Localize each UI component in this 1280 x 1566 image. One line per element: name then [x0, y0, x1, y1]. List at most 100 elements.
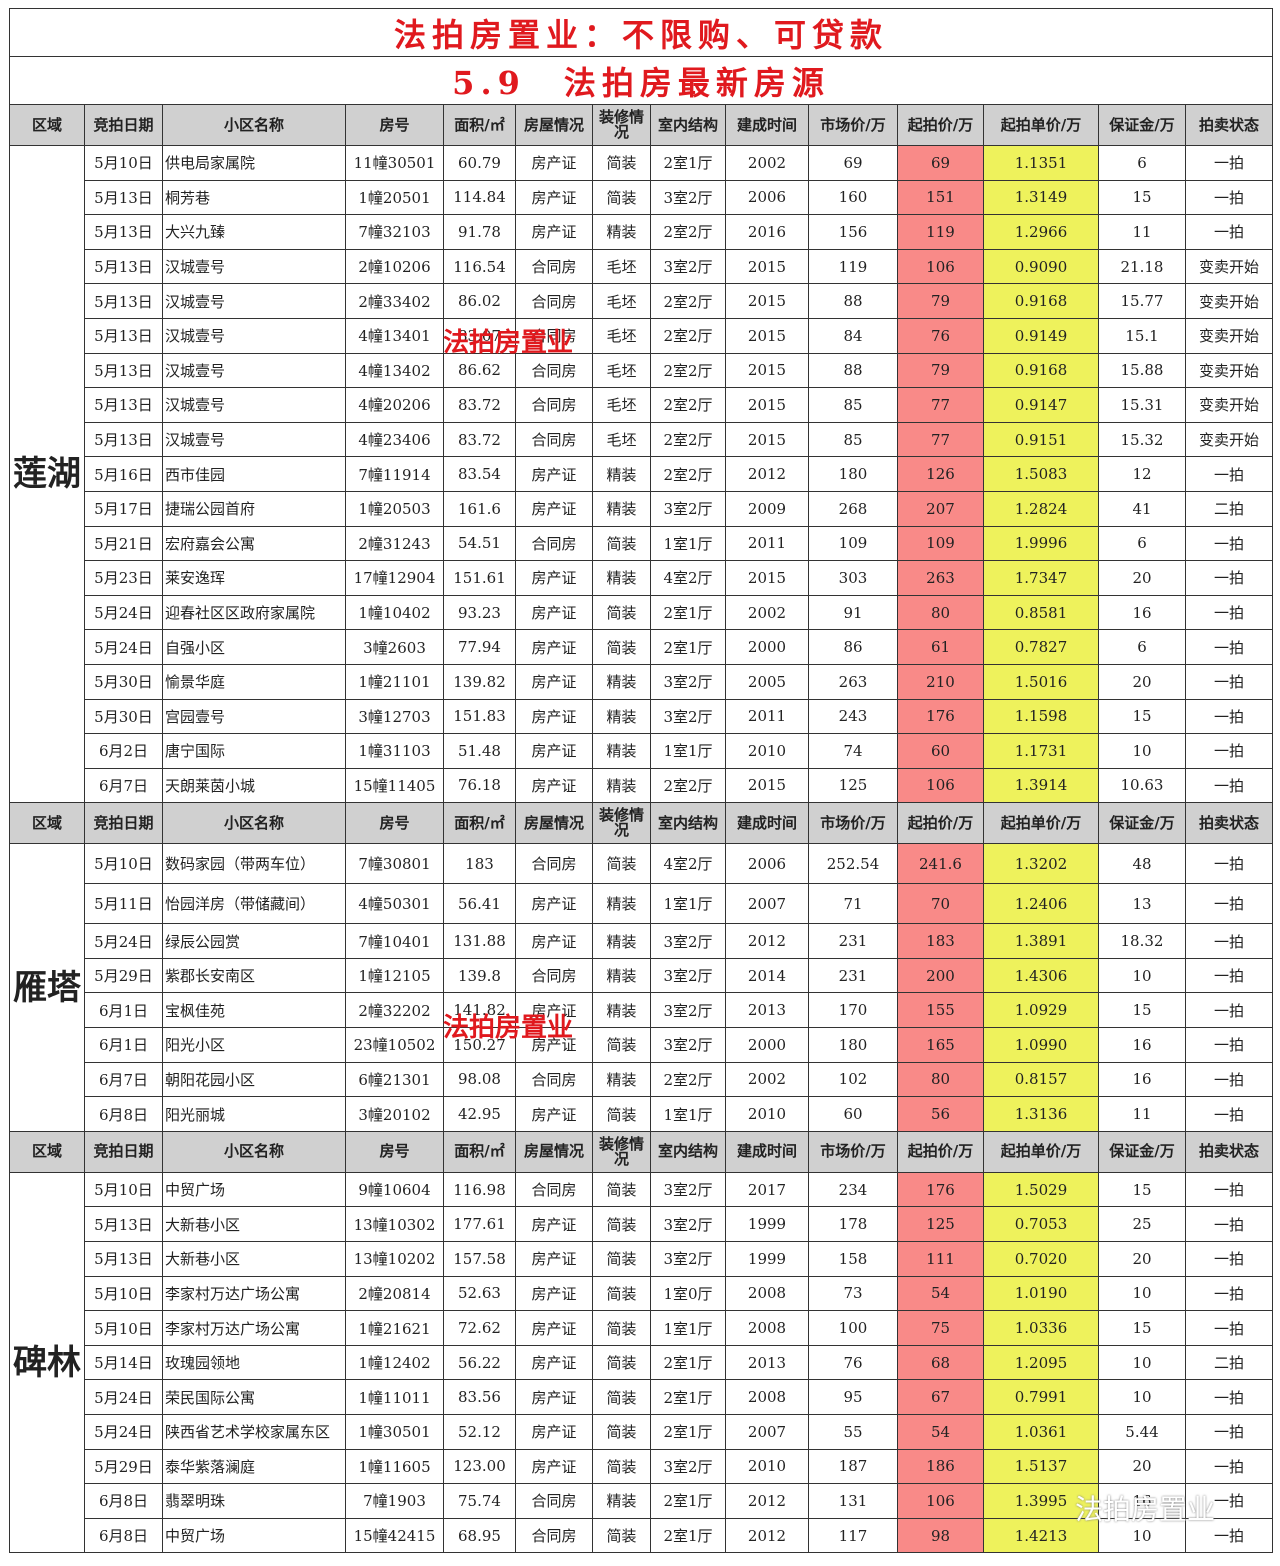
deposit-cell: 20 — [1098, 560, 1186, 596]
year-cell: 2013 — [725, 992, 809, 1029]
status-cell: 房产证 — [515, 1414, 593, 1450]
date-cell: 6月7日 — [84, 767, 163, 804]
status-cell: 房产证 — [515, 1241, 593, 1277]
layout-cell: 2室2厅 — [650, 456, 726, 492]
area-cell: 51.48 — [443, 733, 516, 769]
year-cell: 2000 — [725, 1027, 809, 1063]
market-cell: 263 — [808, 663, 898, 700]
start-cell: 155 — [897, 992, 984, 1029]
start-cell: 186 — [897, 1448, 984, 1485]
table-row: 莲湖 5月10日 供电局家属院 11幢30501 60.79 房产证 简装 2室1厅 2002 6… — [9, 144, 1274, 804]
column-header: 面积/㎡ — [443, 802, 516, 845]
auction-cell: 一拍 — [1184, 1414, 1274, 1450]
room-cell: 4幢23406 — [345, 421, 444, 458]
name-cell: 宏府嘉会公寓 — [162, 525, 346, 562]
room-cell: 7幢1903 — [345, 1483, 444, 1519]
column-header: 装修情况 — [592, 802, 651, 845]
status-cell: 房产证 — [515, 1379, 593, 1415]
deposit-cell: 16 — [1098, 1027, 1186, 1063]
column-header: 房号 — [345, 1130, 444, 1173]
layout-cell: 2室1厅 — [650, 594, 726, 631]
year-cell: 2010 — [725, 733, 809, 769]
layout-cell: 3室2厅 — [650, 179, 726, 216]
year-cell: 2002 — [725, 145, 809, 181]
status-cell: 合同房 — [515, 352, 593, 389]
date-cell: 6月7日 — [84, 1061, 163, 1098]
layout-cell: 3室2厅 — [650, 1171, 726, 1208]
status-cell: 房产证 — [515, 629, 593, 665]
layout-cell: 1室0厅 — [650, 1275, 726, 1312]
area-cell: 60.79 — [443, 145, 516, 181]
date-cell: 5月17日 — [84, 490, 163, 527]
date-cell: 6月8日 — [84, 1096, 163, 1132]
date-cell: 5月24日 — [84, 923, 163, 959]
layout-cell: 3室2厅 — [650, 490, 726, 527]
auction-cell: 一拍 — [1184, 560, 1274, 596]
room-cell: 4幢50301 — [345, 883, 444, 925]
deposit-cell: 11 — [1098, 214, 1186, 250]
date-cell: 5月13日 — [84, 283, 163, 319]
column-header: 面积/㎡ — [443, 1130, 516, 1173]
deposit-cell: 41 — [1098, 490, 1186, 527]
market-cell: 303 — [808, 560, 898, 596]
start-cell: 106 — [897, 1483, 984, 1519]
unit-cell: 0.9168 — [983, 352, 1099, 389]
column-header: 拍卖状态 — [1184, 104, 1274, 146]
market-cell: 100 — [808, 1310, 898, 1346]
table-row: 5月24日 荣民国际公寓 1幢11011 83.56 房产证 简装 2室1厅 2008 95 67… — [10, 1379, 1274, 1415]
area-cell: 77.94 — [443, 629, 516, 665]
deco-cell: 毛坯 — [592, 248, 651, 285]
market-cell: 231 — [808, 957, 898, 994]
table-row: 5月13日 汉城壹号 4幢23406 83.72 合同房 毛坯 2室2厅 2015 85 77 0.… — [10, 421, 1274, 458]
deposit-cell: 16 — [1098, 594, 1186, 631]
layout-cell: 3室2厅 — [650, 698, 726, 735]
room-cell: 1幢11605 — [345, 1448, 444, 1485]
layout-cell: 2室1厅 — [650, 1414, 726, 1450]
room-cell: 2幢32202 — [345, 992, 444, 1029]
market-cell: 243 — [808, 698, 898, 735]
start-cell: 263 — [897, 560, 984, 596]
date-cell: 5月13日 — [84, 214, 163, 250]
deco-cell: 精装 — [592, 957, 651, 994]
unit-cell: 1.5137 — [983, 1448, 1099, 1485]
year-cell: 2012 — [725, 1483, 809, 1519]
status-cell: 合同房 — [515, 387, 593, 423]
room-cell: 11幢30501 — [345, 145, 444, 181]
column-header: 小区名称 — [162, 802, 346, 845]
start-cell: 106 — [897, 248, 984, 285]
name-cell: 阳光小区 — [162, 1027, 346, 1063]
deco-cell: 精装 — [592, 767, 651, 804]
table-row: 5月11日 怡园洋房（带储藏间） 4幢50301 56.41 房产证 精装 1室1厅 2007… — [10, 883, 1274, 925]
area-cell: 83.72 — [443, 421, 516, 458]
date-cell: 6月8日 — [84, 1517, 163, 1554]
area-cell: 93.23 — [443, 594, 516, 631]
column-header: 房号 — [345, 802, 444, 845]
deco-cell: 简装 — [592, 1027, 651, 1063]
table-row: 5月29日 紫郡长安南区 1幢12105 139.8 合同房 精装 3室2厅 2014 231 2… — [10, 957, 1274, 994]
auction-cell: 一拍 — [1184, 1206, 1274, 1243]
column-header: 装修情况 — [592, 104, 651, 146]
start-cell: 61 — [897, 629, 984, 665]
market-cell: 85 — [808, 387, 898, 423]
area-cell: 54.51 — [443, 525, 516, 562]
date-cell: 5月24日 — [84, 1414, 163, 1450]
deposit-cell: 15 — [1098, 1310, 1186, 1346]
year-cell: 2005 — [725, 663, 809, 700]
start-cell: 69 — [897, 145, 984, 181]
unit-cell: 1.7347 — [983, 560, 1099, 596]
status-cell: 房产证 — [515, 733, 593, 769]
status-cell: 合同房 — [515, 525, 593, 562]
area-cell: 83.07 — [443, 317, 516, 354]
table-row: 6月8日 阳光丽城 3幢20102 42.95 房产证 简装 1室1厅 2010 60 56 1.3… — [10, 1096, 1274, 1132]
start-cell: 79 — [897, 352, 984, 389]
date-cell: 5月24日 — [84, 1379, 163, 1415]
deposit-cell: 20 — [1098, 1448, 1186, 1485]
market-cell: 231 — [808, 923, 898, 959]
column-header: 区域 — [9, 104, 85, 146]
column-header: 房号 — [345, 104, 444, 146]
market-cell: 268 — [808, 490, 898, 527]
column-header: 房屋情况 — [515, 104, 593, 146]
market-cell: 84 — [808, 317, 898, 354]
start-cell: 207 — [897, 490, 984, 527]
